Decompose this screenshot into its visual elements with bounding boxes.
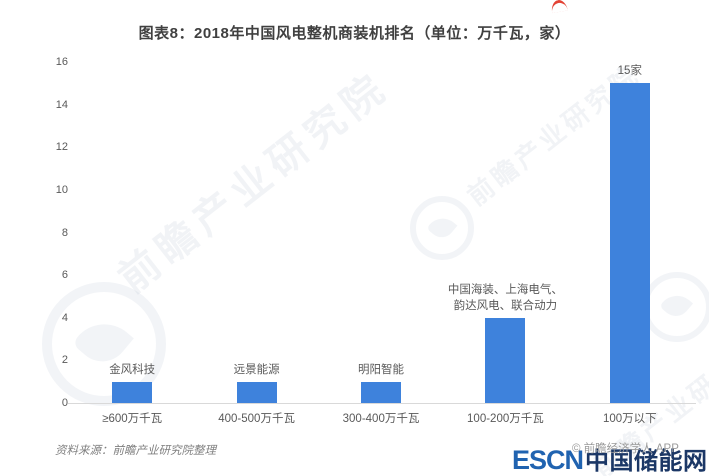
bar-1 xyxy=(112,381,153,403)
escn-logo-text: ESCN xyxy=(512,445,584,475)
x-axis-label: ≥600万千瓦 xyxy=(102,413,163,425)
bar-label: 中国海装、上海电气、 韵达风电、联合动力 xyxy=(447,283,563,312)
bar-label: 15家 xyxy=(617,65,642,78)
y-axis-tick: 16 xyxy=(55,56,68,68)
bar-3 xyxy=(361,381,401,403)
qianzhan-watermark-ring-icon xyxy=(410,196,474,260)
bar-label: 明阳智能 xyxy=(358,363,404,376)
chart-title: 图表8：2018年中国风电整机商装机排名（单位：万千瓦，家） xyxy=(138,25,571,42)
y-axis-tick: 8 xyxy=(61,226,68,239)
escn-logo-cn-name: 中国储能网 xyxy=(585,448,708,475)
x-axis-label: 400-500万千瓦 xyxy=(218,413,295,425)
data-source-note: 资料来源：前瞻产业研究院整理 xyxy=(55,445,216,457)
y-axis-tick: 10 xyxy=(55,183,68,196)
y-axis-tick: 0 xyxy=(61,397,68,409)
bar-2 xyxy=(236,381,277,403)
y-axis-tick: 14 xyxy=(55,98,68,111)
escn-red-swoosh-icon xyxy=(550,0,568,14)
x-axis-label: 100万以下 xyxy=(602,413,657,425)
x-axis-label: 100-200万千瓦 xyxy=(467,413,544,425)
bar-label: 金风科技 xyxy=(109,363,156,376)
y-axis-tick: 6 xyxy=(61,269,68,282)
qianzhan-bird-icon xyxy=(659,288,694,323)
x-axis-label: 300-400万千瓦 xyxy=(342,413,420,425)
y-axis-tick: 2 xyxy=(61,354,68,367)
watermark-text: 前瞻产业研究院 xyxy=(110,64,398,302)
y-axis-tick: 4 xyxy=(61,311,68,324)
qianzhan-bird-icon xyxy=(426,211,457,242)
escn-logo: ESCN 中国储能网 xyxy=(512,444,708,474)
watermark-credit: © 前瞻经济学人 APP xyxy=(572,443,679,455)
bar-4 xyxy=(485,317,526,403)
qianzhan-watermark-ring-icon xyxy=(642,272,709,342)
bar-label: 远景能源 xyxy=(233,363,280,376)
y-axis-tick: 12 xyxy=(55,141,68,154)
bar-5 xyxy=(609,83,650,403)
x-axis-line xyxy=(68,403,696,404)
